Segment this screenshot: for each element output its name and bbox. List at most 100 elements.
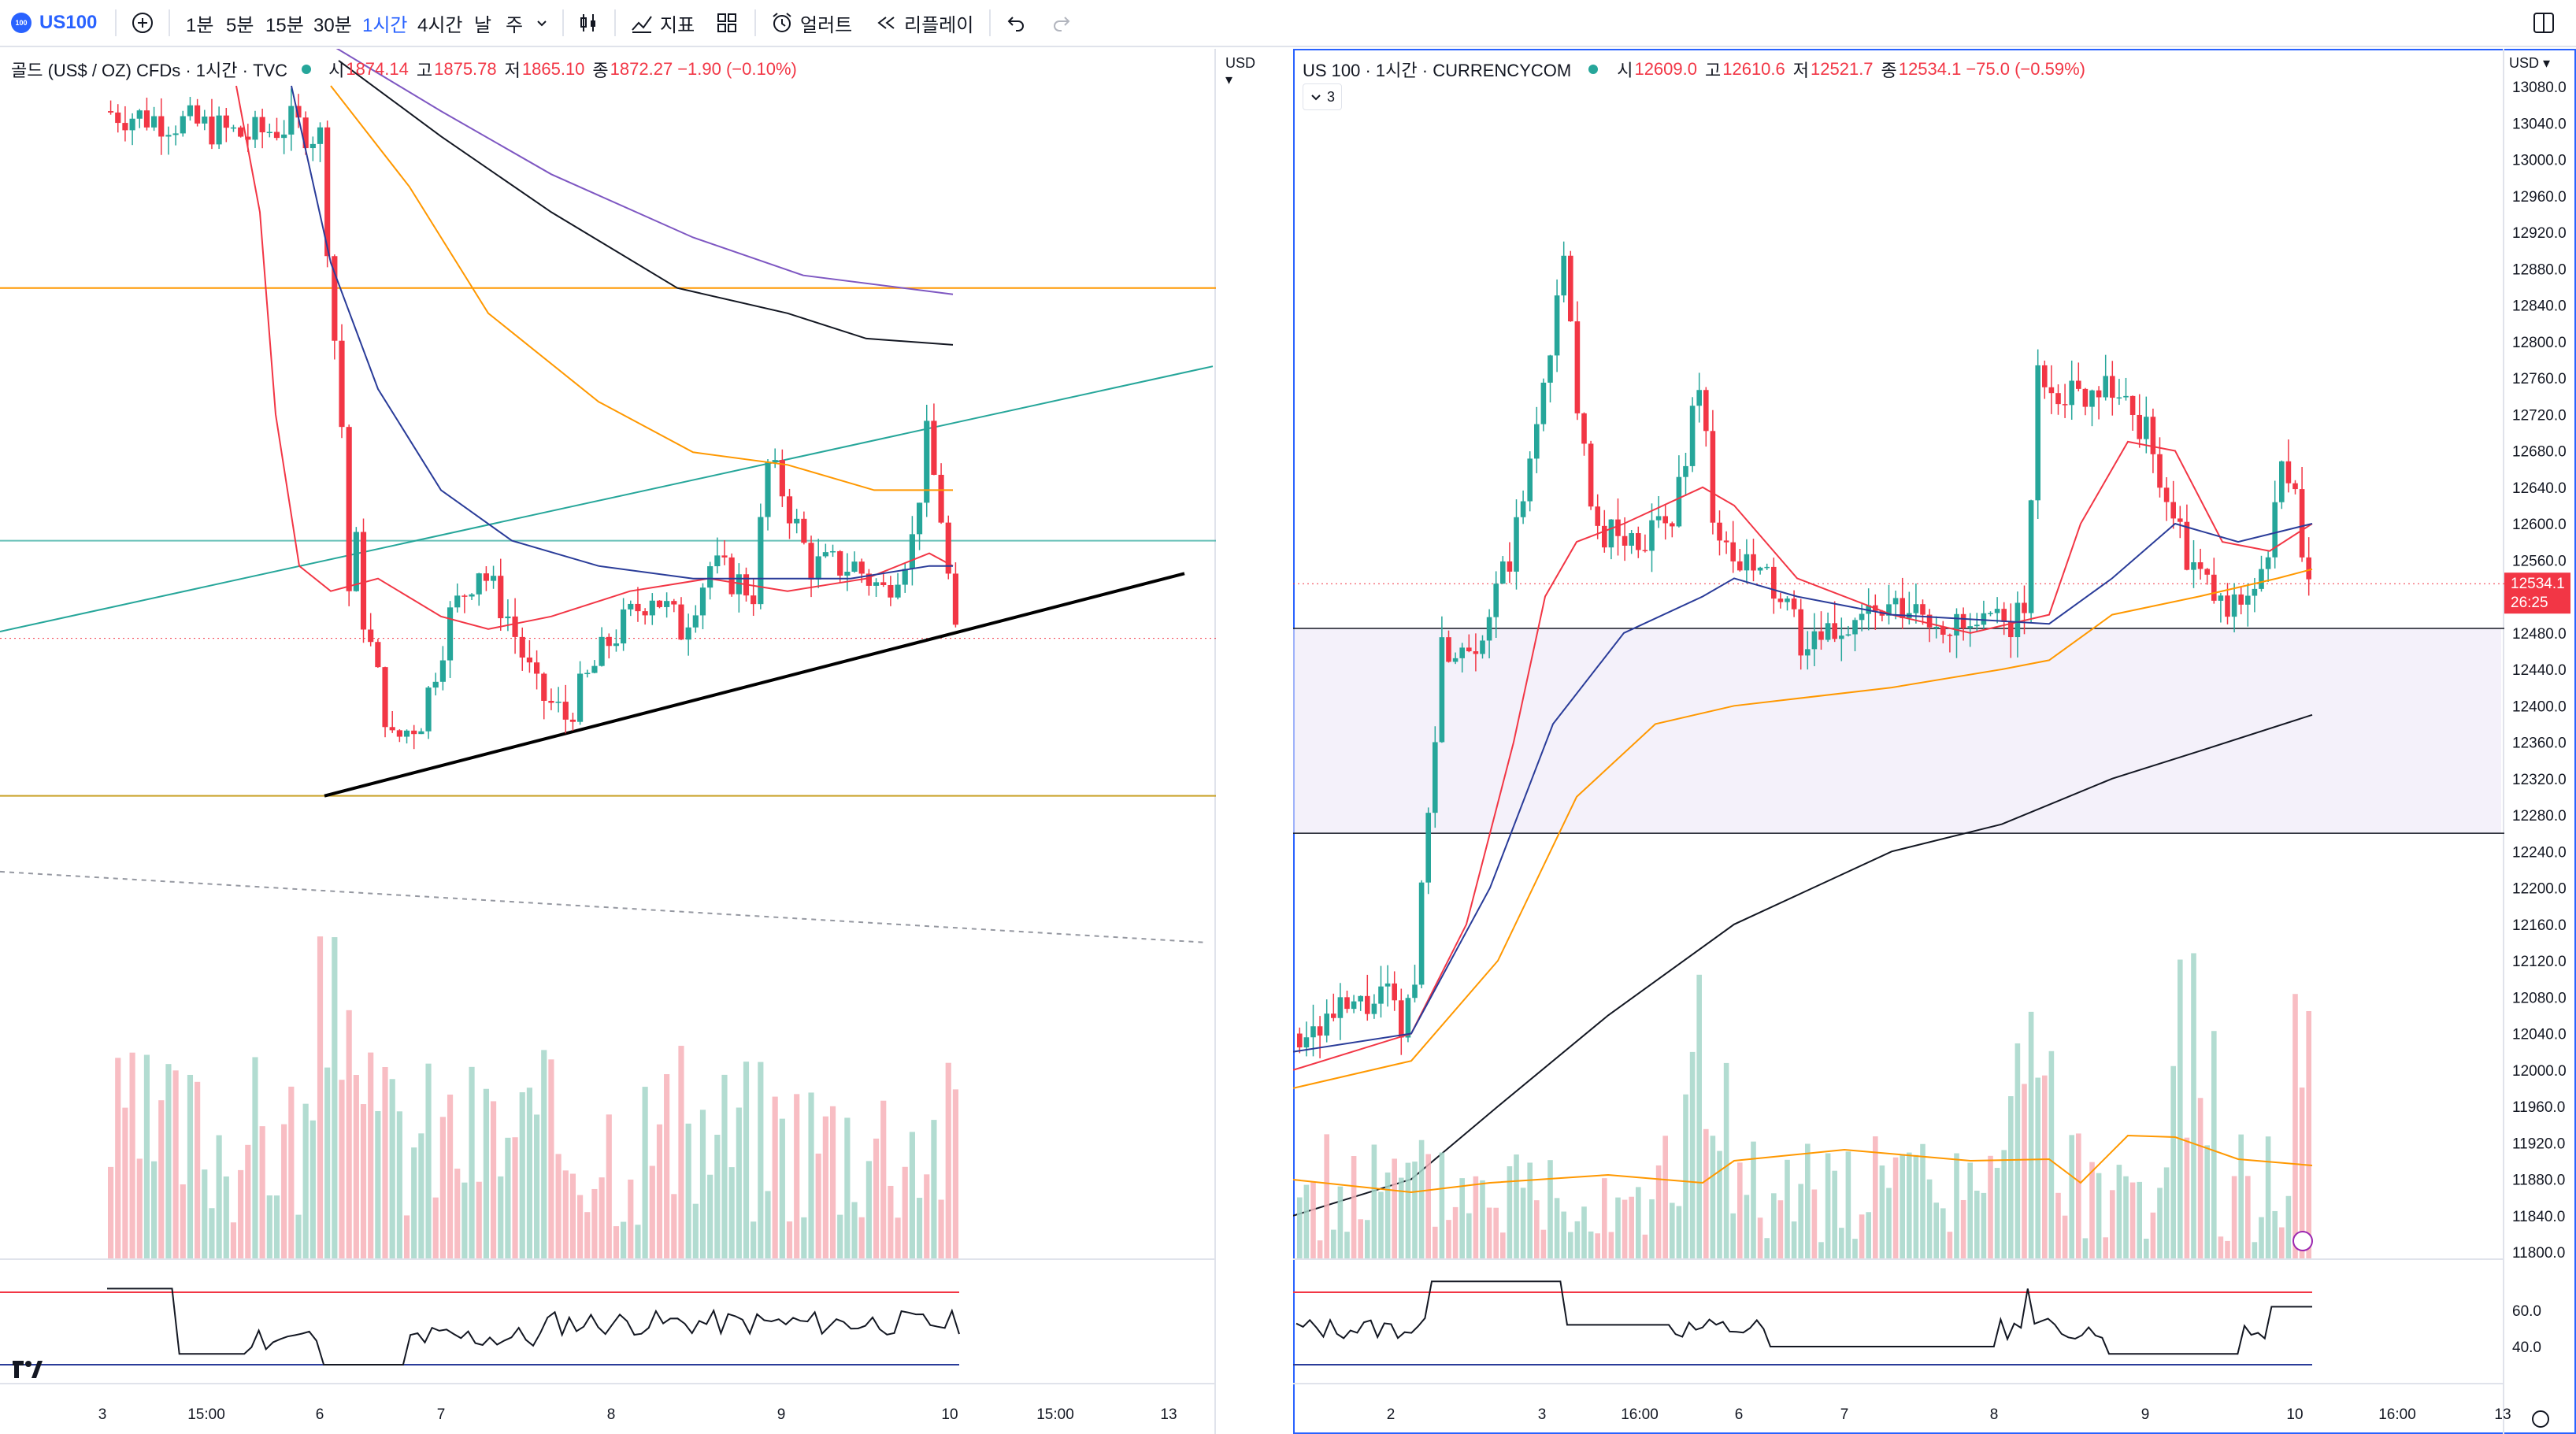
candle-body bbox=[180, 116, 186, 134]
volume-bar bbox=[2096, 1173, 2102, 1258]
candle-body bbox=[1825, 623, 1831, 640]
right-chart-title[interactable]: US 100 · 1시간 · CURRENCYCOM bbox=[1303, 61, 1572, 80]
volume-bar bbox=[1933, 1202, 1939, 1258]
volume-bar bbox=[1649, 1199, 1655, 1258]
volume-bar bbox=[692, 1203, 699, 1258]
candle-body bbox=[1331, 1013, 1336, 1018]
compare-add-button[interactable] bbox=[131, 0, 154, 46]
interval-day[interactable]: 날 bbox=[474, 14, 492, 36]
volume-bar bbox=[685, 1123, 691, 1258]
volume-bar bbox=[656, 1124, 663, 1258]
high-value: 1875.78 bbox=[434, 59, 497, 79]
fullscreen-button[interactable] bbox=[2531, 0, 2556, 46]
volume-bar bbox=[606, 1114, 612, 1258]
candle-body bbox=[2259, 569, 2264, 589]
candle-body bbox=[238, 127, 244, 137]
price-tick-label: 11960.0 bbox=[2512, 1099, 2565, 1116]
candle-body bbox=[2197, 562, 2203, 569]
candle-body bbox=[1608, 519, 1614, 548]
volume-bar bbox=[108, 1166, 114, 1258]
candle-body bbox=[1622, 535, 1628, 546]
candle-body bbox=[1683, 465, 1688, 477]
left-chart-title[interactable]: 골드 (US$ / OZ) CFDs · 1시간 · TVC bbox=[11, 61, 288, 80]
volume-bar bbox=[165, 1064, 172, 1258]
right-chart-pane[interactable]: 13080.0 13040.0 13000.0 12960.0 12920.0 12880… bbox=[1293, 49, 2576, 1434]
high-label: 고 bbox=[416, 61, 433, 80]
close-value: 1872.27 bbox=[610, 59, 673, 79]
volume-bar bbox=[498, 1176, 504, 1258]
replay-button[interactable]: 리플레이 bbox=[874, 0, 973, 46]
candle-body bbox=[2252, 588, 2258, 596]
interval-1m[interactable]: 1분 bbox=[186, 14, 214, 36]
candle-body bbox=[505, 616, 511, 619]
redo-button[interactable] bbox=[1049, 0, 1073, 46]
alert-button[interactable]: 얼러트 bbox=[770, 0, 852, 46]
candle-body bbox=[642, 611, 648, 616]
interval-4h[interactable]: 4시간 bbox=[417, 14, 463, 36]
alert-label: 얼러트 bbox=[800, 14, 853, 36]
price-tick-label: 12200.0 bbox=[2512, 881, 2567, 898]
candle-body bbox=[1514, 517, 1519, 572]
low-value: 12521.7 bbox=[1811, 59, 1874, 79]
volume-bar bbox=[1886, 1188, 1892, 1258]
toolbar-divider bbox=[115, 9, 117, 36]
price-tick-label: 11880.0 bbox=[2512, 1173, 2565, 1189]
price-axis-border bbox=[2503, 49, 2504, 1434]
volume-bar bbox=[1473, 1176, 1479, 1258]
volume-bar bbox=[2299, 1088, 2305, 1258]
candle-body bbox=[281, 134, 287, 139]
chevron-down-icon bbox=[537, 20, 547, 27]
chart-type-button[interactable] bbox=[576, 0, 600, 46]
indicators-button[interactable]: 지표 bbox=[630, 0, 695, 46]
undo-button[interactable] bbox=[1005, 0, 1029, 46]
candle-body bbox=[346, 427, 352, 591]
candle-body bbox=[779, 460, 785, 497]
interval-30m[interactable]: 30분 bbox=[313, 14, 352, 36]
volume-bar bbox=[1845, 1151, 1851, 1258]
candle-body bbox=[1751, 554, 1756, 571]
interval-dropdown[interactable] bbox=[534, 0, 550, 46]
left-currency-label[interactable]: USD ▾ bbox=[1225, 55, 1256, 87]
candle-body bbox=[216, 115, 222, 145]
volume-bar bbox=[1947, 1232, 1953, 1258]
candle-body bbox=[728, 557, 735, 595]
volume-bar bbox=[1493, 1207, 1499, 1258]
support-trend-line bbox=[324, 572, 1185, 798]
indicator-toggle-button[interactable]: 3 bbox=[1303, 83, 1343, 110]
candle-body bbox=[880, 582, 887, 585]
interval-1h[interactable]: 1시간 bbox=[362, 14, 408, 36]
candle-body bbox=[758, 517, 764, 605]
right-chart-canvas[interactable]: 13080.0 13040.0 13000.0 12960.0 12920.0 12880… bbox=[1293, 49, 2576, 1434]
candle-body bbox=[526, 658, 532, 663]
right-currency-label[interactable]: USD ▾ bbox=[2509, 55, 2551, 71]
candle-body bbox=[2285, 461, 2292, 484]
layouts-button[interactable] bbox=[715, 0, 739, 46]
tradingview-logo[interactable] bbox=[11, 1358, 43, 1380]
interval-15m[interactable]: 15분 bbox=[265, 14, 304, 36]
candle-body bbox=[1500, 561, 1506, 584]
candle-body bbox=[309, 143, 316, 149]
candle-body bbox=[721, 555, 728, 558]
interval-week[interactable]: 주 bbox=[506, 14, 524, 36]
candle-body bbox=[2048, 387, 2055, 394]
candle-body bbox=[129, 118, 135, 131]
volume-bar bbox=[1629, 1196, 1634, 1258]
candlestick-icon bbox=[580, 14, 595, 31]
price-tick-label: 11800.0 bbox=[2512, 1245, 2565, 1262]
symbol-search-button[interactable]: 100 US100 bbox=[11, 0, 97, 46]
left-chart-pane[interactable]: 1916.001912.001908.001904.001900.001896.… bbox=[0, 49, 1255, 1434]
candle-body bbox=[1981, 613, 1987, 625]
candle-body bbox=[1744, 554, 1750, 571]
left-chart-canvas[interactable]: 1916.001912.001908.001904.001900.001896.… bbox=[0, 49, 1216, 1434]
candle-body bbox=[664, 601, 670, 607]
volume-bar bbox=[1642, 1234, 1648, 1258]
time-axis-border bbox=[1293, 1383, 2504, 1384]
volume-bar bbox=[209, 1208, 215, 1258]
volume-bar bbox=[1757, 1217, 1763, 1258]
volume-bar bbox=[1317, 1240, 1323, 1258]
volume-bar bbox=[1825, 1153, 1831, 1258]
interval-5m[interactable]: 5분 bbox=[226, 14, 254, 36]
volume-bar bbox=[332, 937, 338, 1258]
volume-bar bbox=[1771, 1193, 1777, 1258]
volume-bar bbox=[1879, 1165, 1885, 1258]
